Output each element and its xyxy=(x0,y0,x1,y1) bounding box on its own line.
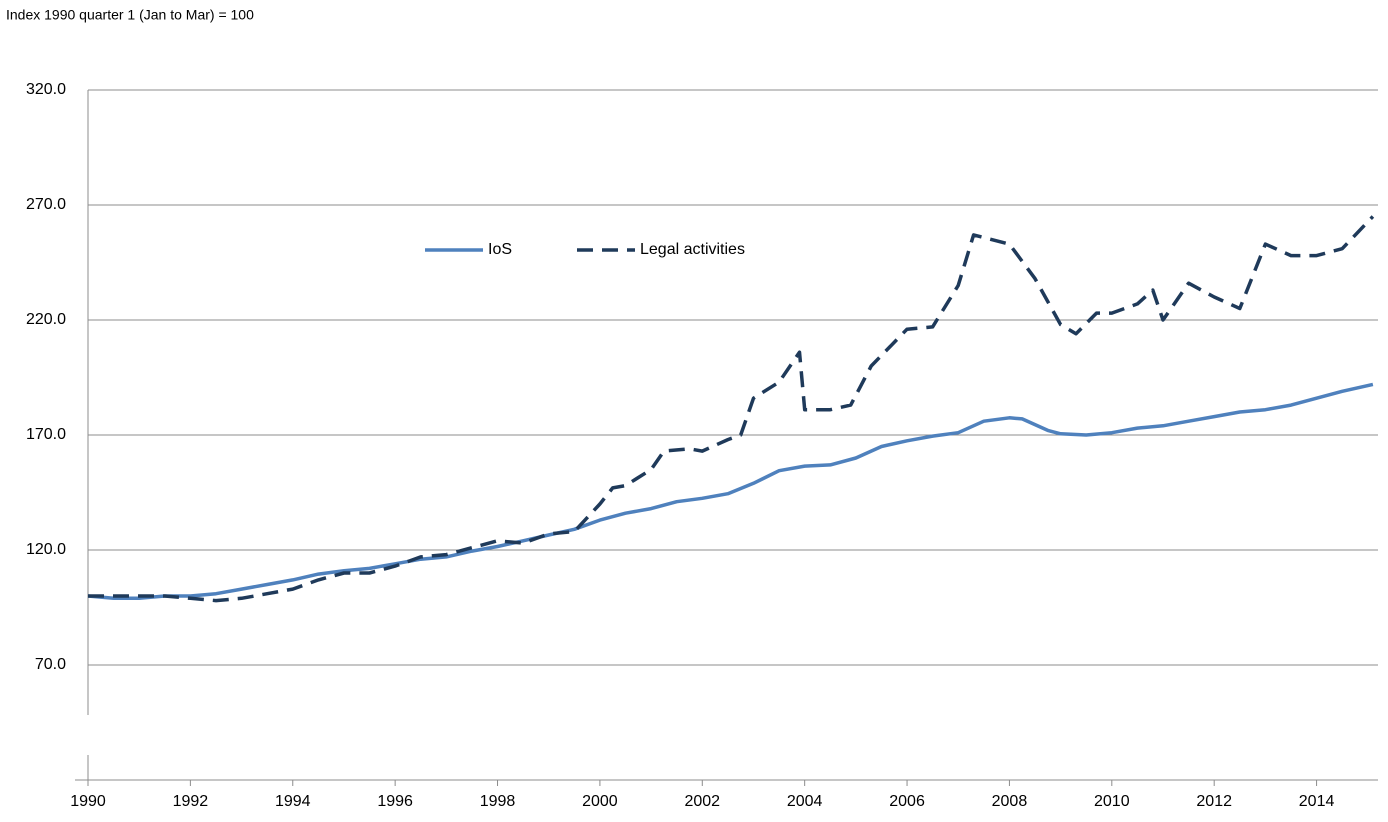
x-tick-label: 2000 xyxy=(582,793,618,810)
x-tick-label: 2006 xyxy=(889,793,925,810)
x-tick-label: 2004 xyxy=(787,793,823,810)
x-tick-label: 2008 xyxy=(992,793,1028,810)
series-line xyxy=(88,215,1375,603)
y-tick-label: 320.0 xyxy=(26,81,66,98)
series-line xyxy=(87,382,1374,601)
legend-label: IoS xyxy=(488,241,512,258)
y-tick-label: 120.0 xyxy=(26,541,66,558)
y-tick-label: 170.0 xyxy=(26,426,66,443)
chart-subtitle: Index 1990 quarter 1 (Jan to Mar) = 100 xyxy=(6,7,254,23)
x-tick-label: 1992 xyxy=(173,793,209,810)
x-tick-label: 2010 xyxy=(1094,793,1130,810)
y-tick-label: 220.0 xyxy=(26,311,66,328)
legend-label: Legal activities xyxy=(640,241,745,258)
x-tick-label: 2014 xyxy=(1299,793,1335,810)
x-tick-label: 2002 xyxy=(684,793,720,810)
x-tick-label: 1998 xyxy=(480,793,516,810)
x-tick-label: 1996 xyxy=(377,793,413,810)
x-tick-label: 1994 xyxy=(275,793,311,810)
y-tick-label: 270.0 xyxy=(26,196,66,213)
x-tick-label: 2012 xyxy=(1196,793,1232,810)
y-tick-label: 70.0 xyxy=(35,656,66,673)
x-tick-label: 1990 xyxy=(70,793,106,810)
